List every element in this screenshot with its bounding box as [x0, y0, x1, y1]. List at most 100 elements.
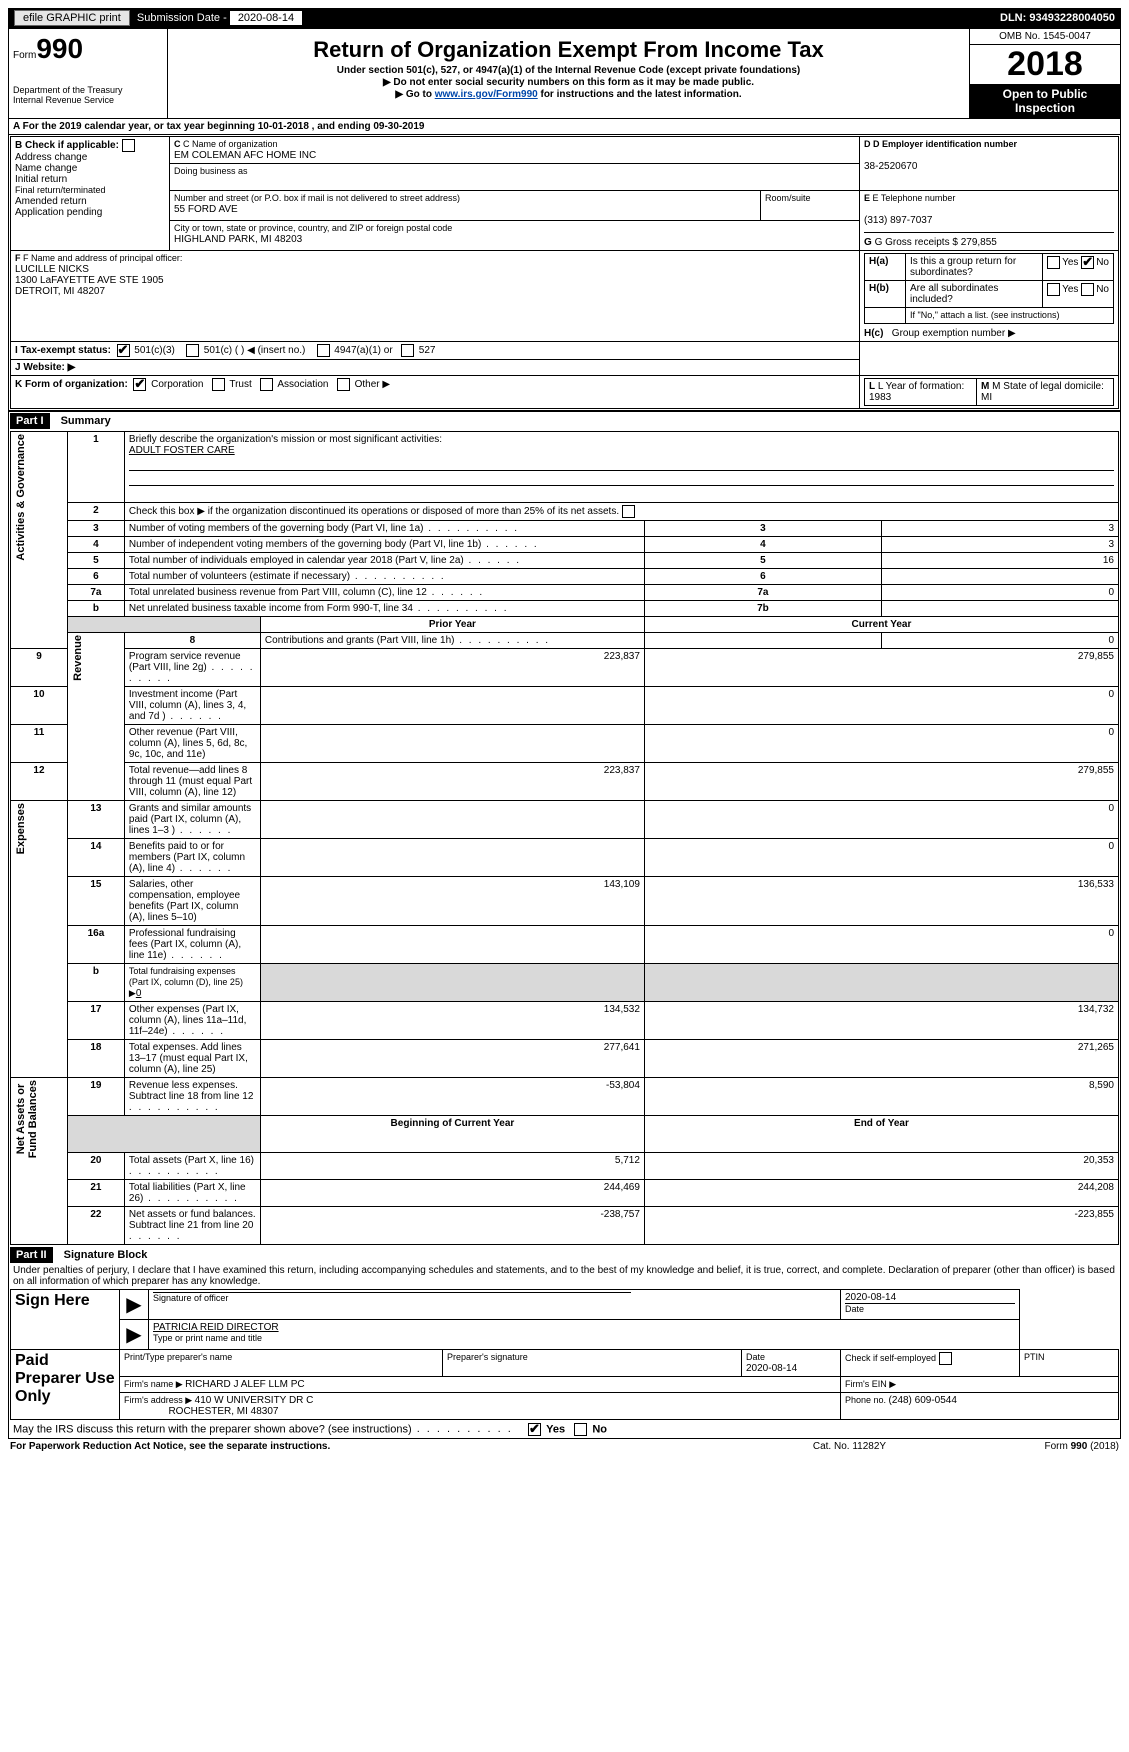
form-title: Return of Organization Exempt From Incom… [172, 37, 965, 63]
line10-label: Investment income (Part VIII, column (A)… [129, 689, 246, 722]
line8-prior [644, 633, 881, 649]
prep-date: 2020-08-14 [746, 1363, 797, 1374]
addr-value: 55 FORD AVE [174, 204, 238, 215]
secL-val: 1983 [869, 392, 891, 403]
line5-val: 16 [881, 553, 1118, 569]
city-label: City or town, state or province, country… [174, 223, 452, 233]
phone-value: (313) 897-7037 [864, 215, 932, 226]
firm-name: RICHARD J ALEF LLM PC [185, 1379, 304, 1390]
c-label: C C Name of organization [174, 139, 278, 149]
discuss-label: May the IRS discuss this return with the… [13, 1423, 513, 1435]
perjury-text: Under penalties of perjury, I declare th… [9, 1264, 1121, 1288]
hc-pre: H(c) [864, 328, 883, 339]
cb-name-change: Name change [15, 163, 77, 174]
discuss-no-label: No [592, 1423, 607, 1435]
line16b-val: 0 [136, 988, 142, 999]
secM-label: M State of legal domicile: [992, 381, 1104, 392]
e-label: E E Telephone number [864, 193, 955, 203]
part2-header: Part II [10, 1247, 53, 1263]
line9-label: Program service revenue (Part VIII, line… [129, 651, 255, 684]
line18-prior: 277,641 [260, 1040, 644, 1078]
vlabel-gov: Activities & Governance [15, 434, 33, 561]
d-label: D D Employer identification number [864, 139, 1017, 149]
footer-pra: For Paperwork Reduction Act Notice, see … [10, 1441, 330, 1452]
secB-label: B Check if applicable: [15, 140, 119, 151]
line8-label: Contributions and grants (Part VIII, lin… [265, 635, 550, 646]
trust-checkbox[interactable] [212, 378, 225, 391]
line12-curr: 279,855 [644, 763, 1118, 801]
sign-here-label: Sign Here [11, 1290, 120, 1350]
line2-label: Check this box ▶ if the organization dis… [129, 506, 619, 517]
discuss-yes-label: Yes [546, 1423, 565, 1435]
assoc-checkbox[interactable] [260, 378, 273, 391]
hc-label: Group exemption number ▶ [892, 328, 1016, 339]
line15-curr: 136,533 [644, 877, 1118, 926]
ptin-label: PTIN [1024, 1352, 1045, 1362]
line17-label: Other expenses (Part IX, column (A), lin… [129, 1004, 246, 1037]
rowA-pre: A For the 2019 calendar year, or tax yea… [13, 121, 258, 132]
boy-header: Beginning of Current Year [260, 1116, 644, 1153]
line6-val [881, 569, 1118, 585]
city-value: HIGHLAND PARK, MI 48203 [174, 234, 302, 245]
line7a-label: Total unrelated business revenue from Pa… [129, 587, 484, 598]
hb-yes-checkbox[interactable] [1047, 283, 1060, 296]
firm-phone: (248) 609-0544 [889, 1395, 957, 1406]
hb-no-checkbox[interactable] [1081, 283, 1094, 296]
line7a-val: 0 [881, 585, 1118, 601]
line17-prior: 134,532 [260, 1002, 644, 1040]
form-number: 990 [36, 33, 83, 64]
501c-checkbox[interactable] [186, 344, 199, 357]
irs-label: Internal Revenue Service [13, 95, 163, 105]
4947-checkbox[interactable] [317, 344, 330, 357]
ha-label: Is this a group return for subordinates? [910, 256, 1016, 278]
line11-label: Other revenue (Part VIII, column (A), li… [129, 727, 247, 760]
rowA-mid: , and ending [312, 121, 374, 132]
line1-text: ADULT FOSTER CARE [129, 445, 235, 456]
line9-prior: 223,837 [260, 649, 644, 687]
no-label: No [1096, 257, 1109, 268]
part1-header: Part I [10, 413, 50, 429]
form-label-prefix: Form [13, 50, 36, 61]
irs-link[interactable]: www.irs.gov/Form990 [435, 89, 538, 100]
527-checkbox[interactable] [401, 344, 414, 357]
ein-value: 38-2520670 [864, 161, 917, 172]
line7b-val [881, 601, 1118, 617]
501c-label: 501(c) ( ) ◀ (insert no.) [204, 345, 306, 356]
line3-val: 3 [881, 521, 1118, 537]
check-if-label: Check if self-employed [845, 1353, 936, 1363]
form-subtitle-1: Under section 501(c), 527, or 4947(a)(1)… [172, 65, 965, 76]
self-employed-checkbox[interactable] [939, 1352, 952, 1365]
line12-prior: 223,837 [260, 763, 644, 801]
submission-date-label: Submission Date - [137, 12, 230, 24]
vlabel-net: Net Assets or Fund Balances [15, 1080, 33, 1158]
hb-note: If "No," attach a list. (see instruction… [910, 310, 1059, 320]
secJ-label: J Website: ▶ [15, 362, 75, 373]
date-label: Date [845, 1304, 864, 1314]
corp-checkbox[interactable] [133, 378, 146, 391]
hb-pre: H(b) [869, 283, 889, 294]
line21-curr: 244,208 [644, 1180, 1118, 1207]
addr-change-checkbox[interactable] [122, 139, 135, 152]
ha-yes-checkbox[interactable] [1047, 256, 1060, 269]
rowA-end: 09-30-2019 [373, 121, 424, 132]
line1-label: Briefly describe the organization's miss… [129, 434, 442, 445]
line17-curr: 134,732 [644, 1002, 1118, 1040]
f-label: F F Name and address of principal office… [15, 253, 182, 263]
sign-arrow-icon-2: ▶ [120, 1320, 149, 1350]
discuss-yes-checkbox[interactable] [528, 1423, 541, 1436]
line22-label: Net assets or fund balances. Subtract li… [129, 1209, 256, 1242]
firm-ein-label: Firm's EIN ▶ [845, 1379, 896, 1389]
ha-no-checkbox[interactable] [1081, 256, 1094, 269]
discuss-no-checkbox[interactable] [574, 1423, 587, 1436]
other-checkbox[interactable] [337, 378, 350, 391]
efile-print-button[interactable]: efile GRAPHIC print [14, 10, 130, 26]
4947-label: 4947(a)(1) or [334, 345, 392, 356]
line11-curr: 0 [644, 725, 1118, 763]
footer-cat: Cat. No. 11282Y [760, 1441, 939, 1452]
line19-prior: -53,804 [260, 1078, 644, 1116]
line2-checkbox[interactable] [622, 505, 635, 518]
line7b-label: Net unrelated business taxable income fr… [129, 603, 509, 614]
secL-label: L Year of formation: [878, 381, 964, 392]
501c3-checkbox[interactable] [117, 344, 130, 357]
addr-label: Number and street (or P.O. box if mail i… [174, 193, 460, 203]
